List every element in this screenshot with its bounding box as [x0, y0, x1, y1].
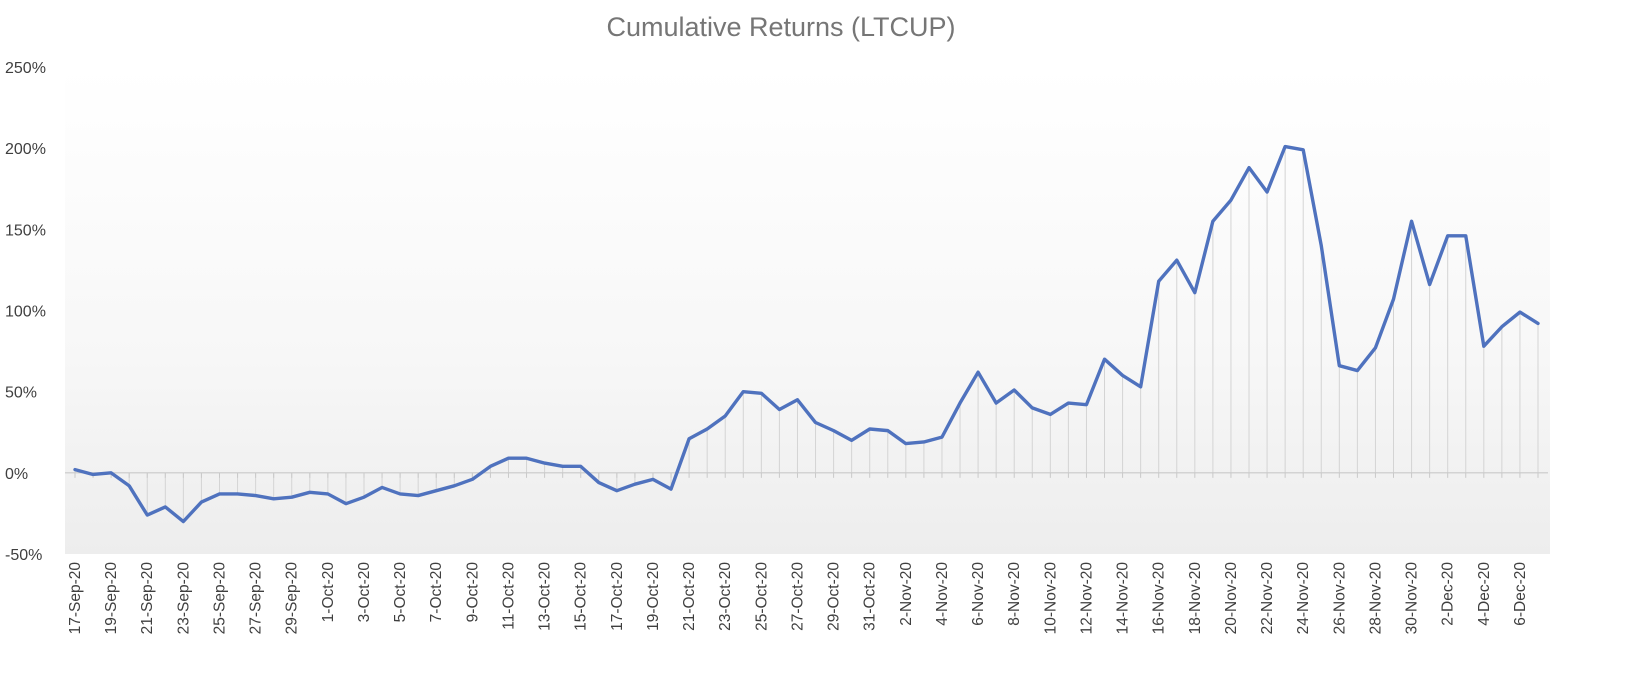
- x-tick-label: 24-Nov-20: [1295, 562, 1312, 635]
- x-tick-label: 6-Dec-20: [1512, 562, 1529, 626]
- x-axis-ticks: 17-Sep-20 19-Sep-20 21-Sep-20 23-Sep-20 25-S…: [67, 472, 1539, 635]
- y-tick-label: 100%: [5, 304, 46, 321]
- x-tick-label: 11-Oct-20: [500, 562, 517, 630]
- series-line: [73, 144, 1540, 524]
- x-tick-label: 17-Oct-20: [609, 562, 626, 631]
- x-tick-label: 29-Sep-20: [284, 562, 301, 635]
- x-tick-label: 12-Nov-20: [1078, 562, 1095, 635]
- x-tick-label: 19-Oct-20: [645, 562, 662, 631]
- x-tick-label: 4-Nov-20: [934, 562, 951, 626]
- y-tick-label: -50%: [5, 547, 42, 564]
- x-tick-label: 5-Oct-20: [392, 562, 409, 623]
- x-tick-label: 19-Sep-20: [103, 562, 120, 635]
- x-tick-label: 18-Nov-20: [1187, 562, 1204, 635]
- x-tick-label: 28-Nov-20: [1367, 562, 1384, 635]
- x-tick-label: 21-Sep-20: [139, 562, 156, 635]
- x-tick-label: 14-Nov-20: [1115, 562, 1132, 635]
- y-tick-label: 250%: [5, 60, 46, 77]
- x-tick-label: 9-Oct-20: [464, 562, 481, 623]
- x-tick-label: 8-Nov-20: [1006, 562, 1023, 626]
- x-tick-label: 6-Nov-20: [970, 562, 987, 626]
- x-tick-label: 21-Oct-20: [681, 562, 698, 631]
- drop-lines: [74, 146, 1539, 522]
- plot-background: [65, 67, 1550, 554]
- x-tick-label: 16-Nov-20: [1151, 562, 1168, 635]
- x-tick-label: 15-Oct-20: [573, 562, 590, 631]
- x-tick-label: 13-Oct-20: [537, 562, 554, 631]
- x-tick-label: 7-Oct-20: [428, 562, 445, 623]
- y-tick-label: 0%: [5, 466, 28, 483]
- x-tick-label: 27-Oct-20: [789, 562, 806, 631]
- y-axis-ticks: 250% 200% 150% 100% 50% 0% -50%: [5, 60, 46, 564]
- x-tick-label: 3-Oct-20: [356, 562, 373, 623]
- x-tick-label: 20-Nov-20: [1223, 562, 1240, 635]
- x-tick-label: 4-Dec-20: [1476, 562, 1493, 626]
- y-tick-label: 150%: [5, 222, 46, 239]
- x-tick-label: 2-Nov-20: [898, 562, 915, 626]
- x-tick-label: 17-Sep-20: [67, 562, 84, 635]
- x-tick-label: 29-Oct-20: [826, 562, 843, 631]
- x-tick-label: 22-Nov-20: [1259, 562, 1276, 635]
- x-tick-label: 30-Nov-20: [1404, 562, 1421, 635]
- x-tick-label: 25-Sep-20: [211, 562, 228, 635]
- x-tick-label: 1-Oct-20: [320, 562, 337, 623]
- chart-title: Cumulative Returns (LTCUP): [606, 12, 955, 42]
- x-tick-label: 23-Sep-20: [175, 562, 192, 635]
- x-tick-label: 10-Nov-20: [1042, 562, 1059, 635]
- x-tick-label: 31-Oct-20: [862, 562, 879, 631]
- y-tick-label: 200%: [5, 141, 46, 158]
- x-tick-label: 23-Oct-20: [717, 562, 734, 631]
- x-tick-label: 25-Oct-20: [753, 562, 770, 631]
- x-tick-label: 26-Nov-20: [1331, 562, 1348, 635]
- x-tick-label: 2-Dec-20: [1440, 562, 1457, 626]
- y-tick-label: 50%: [5, 385, 37, 402]
- x-tick-label: 27-Sep-20: [248, 562, 265, 635]
